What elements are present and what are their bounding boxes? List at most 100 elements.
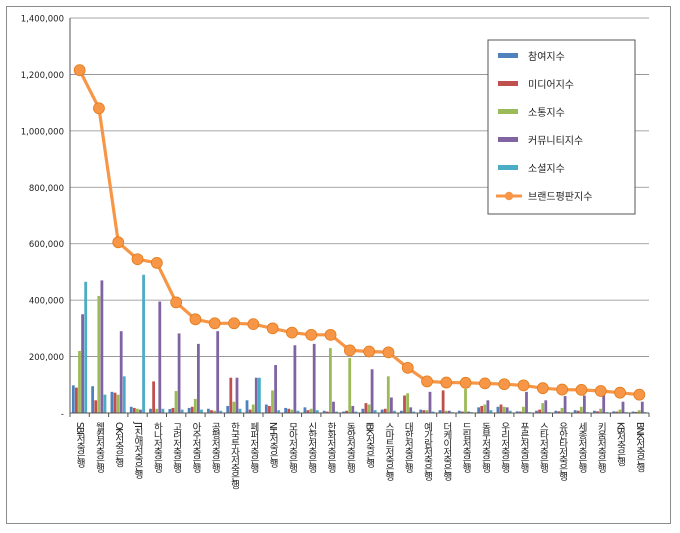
bar-3 [78,350,81,413]
legend-label: 소셜지수 [528,163,565,175]
bar-2 [248,409,252,413]
bar-5 [161,408,165,413]
grid [70,17,649,357]
x-tick-label: 모아저축은행 [286,422,297,473]
bar-3 [193,398,197,413]
bar-4 [544,400,548,413]
bar-1 [593,410,596,413]
bar-1 [226,405,230,413]
y-tick-label: 1,400,000 [21,15,64,25]
bar-3 [367,404,371,413]
line-point [459,376,472,389]
line-point [286,326,298,339]
bar-3 [136,408,139,413]
x-tick-label: BNK저축은행 [634,422,645,473]
x-tick-label: 드림저축은행 [460,422,471,473]
line-point [421,375,433,388]
bar-2 [441,390,445,413]
bar-2 [345,410,349,413]
line-point [517,379,530,392]
x-tick-label: JT친애저축은행 [132,421,143,479]
x-tick-label: 스마트저축은행 [383,422,394,481]
x-tick-label: 웰컴저축은행 [93,422,104,473]
bar-1 [187,407,191,413]
bar-5 [238,408,242,413]
bar-3 [637,410,641,413]
bar-5 [373,410,377,413]
chart-frame: - 200,000 400,000 600,000 800,000 1,000,000 1,… [6,6,671,524]
x-tick-label: 대한저축은행 [402,422,413,473]
y-tick-label: 200,000 [29,353,64,363]
bar-1 [303,407,307,413]
bar-3 [425,410,429,413]
bar-2 [557,411,561,413]
bar-1 [71,385,75,413]
bar-3 [232,401,236,413]
y-tick-label: 1,000,000 [21,127,64,137]
line-point [247,318,260,331]
legend-box [487,39,636,215]
line-point [498,378,511,391]
bar-4 [196,343,200,413]
bar-4 [370,369,374,413]
bar-2 [403,395,406,413]
line-point [150,256,163,269]
bars [71,274,647,413]
line-point [208,317,221,330]
line-point [73,64,86,77]
bar-3 [271,390,274,413]
bar-2 [576,410,580,413]
bar-2 [596,411,599,413]
bar-4 [235,377,239,413]
line-point [324,328,337,341]
bar-1 [129,406,133,413]
legend-swatch [498,81,518,86]
line-point [536,382,549,395]
bar-4 [389,397,393,413]
line-point [189,313,202,326]
x-tick-label: 스타저축은행 [537,422,548,473]
bar-3 [560,407,564,413]
bar-1 [245,400,249,413]
bar-1 [110,391,114,413]
bar-3 [348,357,352,413]
bar-5 [84,281,88,413]
legend-label: 참여지수 [528,51,565,63]
bar-1 [438,410,442,413]
y-tick-label: 400,000 [29,297,64,307]
bar-2 [499,404,503,413]
bar-2 [306,410,310,413]
bar-4 [505,407,509,413]
x-tick-label: 공평저축은행 [209,422,220,473]
bar-3 [155,408,159,413]
bar-3 [483,404,487,413]
bar-5 [431,411,435,413]
y-axis-tick-labels: - 200,000 400,000 600,000 800,000 1,000,000 1,… [21,15,64,420]
bar-3 [541,403,545,413]
bar-2 [75,387,78,413]
bar-1 [419,409,423,413]
bar-4 [177,333,181,413]
bar-3 [213,410,216,413]
bar-2 [229,377,233,413]
bar-1 [342,411,345,413]
bar-5 [393,410,396,413]
x-tick-label: 한국투자저축은행 [229,422,240,489]
bar-2 [422,410,426,413]
bar-3 [329,348,332,413]
line-point [401,361,414,374]
bar-5 [180,409,184,413]
bar-4 [563,396,567,413]
bar-2 [132,407,136,413]
bar-2 [113,392,117,413]
line-point [575,383,588,396]
bar-1 [284,407,288,413]
axes [69,18,650,417]
bar-3 [618,409,622,413]
x-tick-label: 한화저축은행 [325,422,336,473]
line-point [363,345,376,358]
bar-1 [400,410,403,413]
bar-1 [149,408,152,413]
x-tick-label: 세종저축은행 [576,422,587,473]
